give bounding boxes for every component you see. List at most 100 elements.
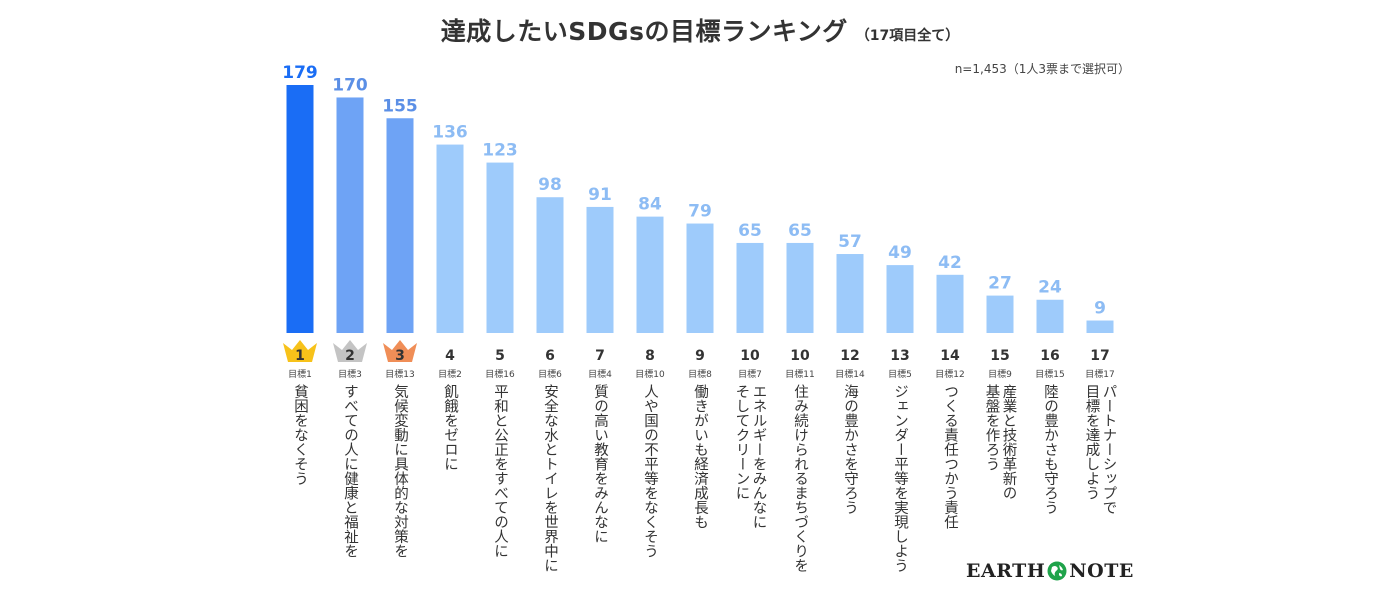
category-label: 産業と技術革新の [1001, 384, 1017, 500]
goal-label: 目標6 [538, 368, 562, 380]
value-label: 179 [282, 63, 318, 83]
category-label: 海の豊かさを守ろう [842, 384, 858, 515]
goal-label: 目標12 [935, 368, 964, 380]
value-label: 24 [1038, 278, 1062, 298]
logo-text-left: EARTH [966, 560, 1046, 582]
globe-icon [1047, 561, 1067, 581]
goal-label: 目標2 [438, 368, 462, 380]
rank-label: 12 [840, 348, 859, 364]
bar-10 [736, 242, 764, 333]
value-label: 155 [382, 96, 418, 116]
rank-label: 10 [790, 348, 810, 364]
crown-icon [283, 340, 317, 362]
category-label: 安全な水とトイレを世界中に [542, 384, 558, 573]
goal-label: 目標4 [588, 368, 612, 380]
value-label: 27 [988, 274, 1012, 294]
bar-12 [836, 254, 864, 333]
category-label: 働きがいも経済成長も [692, 384, 708, 530]
category-label: 住み続けられるまちづくりを [792, 384, 808, 573]
rank-label: 3 [395, 348, 405, 364]
category-label: 目標を達成しよう [1084, 384, 1100, 500]
value-label: 65 [788, 221, 812, 241]
goal-label: 目標13 [385, 368, 414, 380]
rank-label: 5 [495, 348, 505, 364]
rank-label: 6 [545, 348, 555, 364]
sample-size-note: n=1,453（1人3票まで選択可） [954, 62, 1130, 76]
rank-label: 4 [445, 348, 455, 364]
rank-label: 2 [345, 348, 355, 364]
rank-label: 14 [940, 348, 960, 364]
rank-label: 9 [695, 348, 705, 364]
goal-label: 目標14 [835, 368, 865, 380]
rank-label: 15 [990, 348, 1009, 364]
value-label: 170 [332, 75, 368, 95]
bar-15 [986, 295, 1014, 333]
crown-icon [383, 340, 417, 362]
category-label: 貧困をなくそう [292, 384, 308, 486]
category-label: 質の高い教育をみんなに [592, 383, 608, 544]
logo-text-right: NOTE [1069, 560, 1134, 582]
value-label: 84 [638, 195, 662, 215]
value-label: 123 [482, 141, 518, 161]
value-label: 65 [738, 221, 762, 241]
value-label: 57 [838, 232, 862, 252]
category-label: 気候変動に具体的な対策を [392, 384, 408, 559]
rank-label: 7 [595, 348, 605, 364]
bar-2 [336, 97, 364, 334]
value-label: 9 [1094, 299, 1106, 319]
earth-note-logo: EARTH NOTE [966, 560, 1134, 582]
value-label: 79 [688, 202, 712, 222]
category-label: 飢餓をゼロに [442, 384, 458, 471]
rank-label: 13 [890, 348, 909, 364]
bar-7 [586, 206, 614, 333]
goal-label: 目標11 [785, 368, 814, 380]
category-label: すべての人に健康と福祉を [342, 384, 358, 558]
rank-label: 17 [1090, 348, 1109, 364]
goal-label: 目標1 [288, 368, 312, 380]
bar-5 [486, 162, 514, 333]
goal-label: 目標7 [738, 368, 762, 380]
rank-label: 16 [1040, 348, 1059, 364]
rank-label: 1 [295, 348, 305, 364]
goal-label: 目標8 [688, 368, 712, 380]
bar-11 [786, 242, 814, 333]
category-label: つくる責任つかう責任 [942, 384, 958, 529]
chart-title-row: 達成したいSDGsの目標ランキング （17項目全て） [0, 12, 1400, 48]
value-label: 49 [888, 243, 912, 263]
bar-1 [286, 85, 314, 333]
bar-9 [686, 223, 714, 333]
bar-4 [436, 144, 464, 333]
goal-label: 目標9 [988, 368, 1012, 380]
category-label: 基盤を作ろう [984, 384, 1000, 472]
goal-label: 目標10 [635, 368, 665, 380]
value-label: 136 [432, 123, 468, 143]
value-label: 98 [538, 175, 562, 195]
goal-label: 目標16 [485, 368, 515, 380]
goal-label: 目標3 [338, 368, 362, 380]
category-label: パートナーシップで [1101, 384, 1117, 515]
bar-13 [886, 265, 914, 333]
chart-subtitle: （17項目全て） [855, 28, 960, 44]
chart-title: 達成したいSDGsの目標ランキング [440, 17, 848, 46]
bar-8 [636, 216, 664, 333]
goal-label: 目標15 [1035, 368, 1064, 380]
rank-label: 10 [740, 348, 760, 364]
crown-icon [333, 340, 367, 362]
category-label: 陸の豊かさも守ろう [1042, 384, 1058, 515]
category-label: そしてクリーンに [734, 384, 750, 500]
category-label: ジェンダー平等を実現しよう [892, 384, 908, 573]
category-label: エネルギーをみんなに [751, 384, 767, 529]
goal-label: 目標17 [1085, 368, 1114, 380]
rank-label: 8 [645, 348, 655, 364]
bar-6 [536, 197, 564, 333]
category-label: 平和と公正をすべての人に [492, 384, 508, 558]
value-label: 42 [938, 253, 962, 273]
category-label: 人や国の不平等をなくそう [642, 384, 658, 559]
bar-3 [386, 118, 414, 333]
bar-17 [1086, 320, 1114, 333]
bar-14 [936, 274, 964, 333]
bar-16 [1036, 299, 1064, 333]
value-label: 91 [588, 185, 612, 205]
goal-label: 目標5 [888, 368, 912, 380]
